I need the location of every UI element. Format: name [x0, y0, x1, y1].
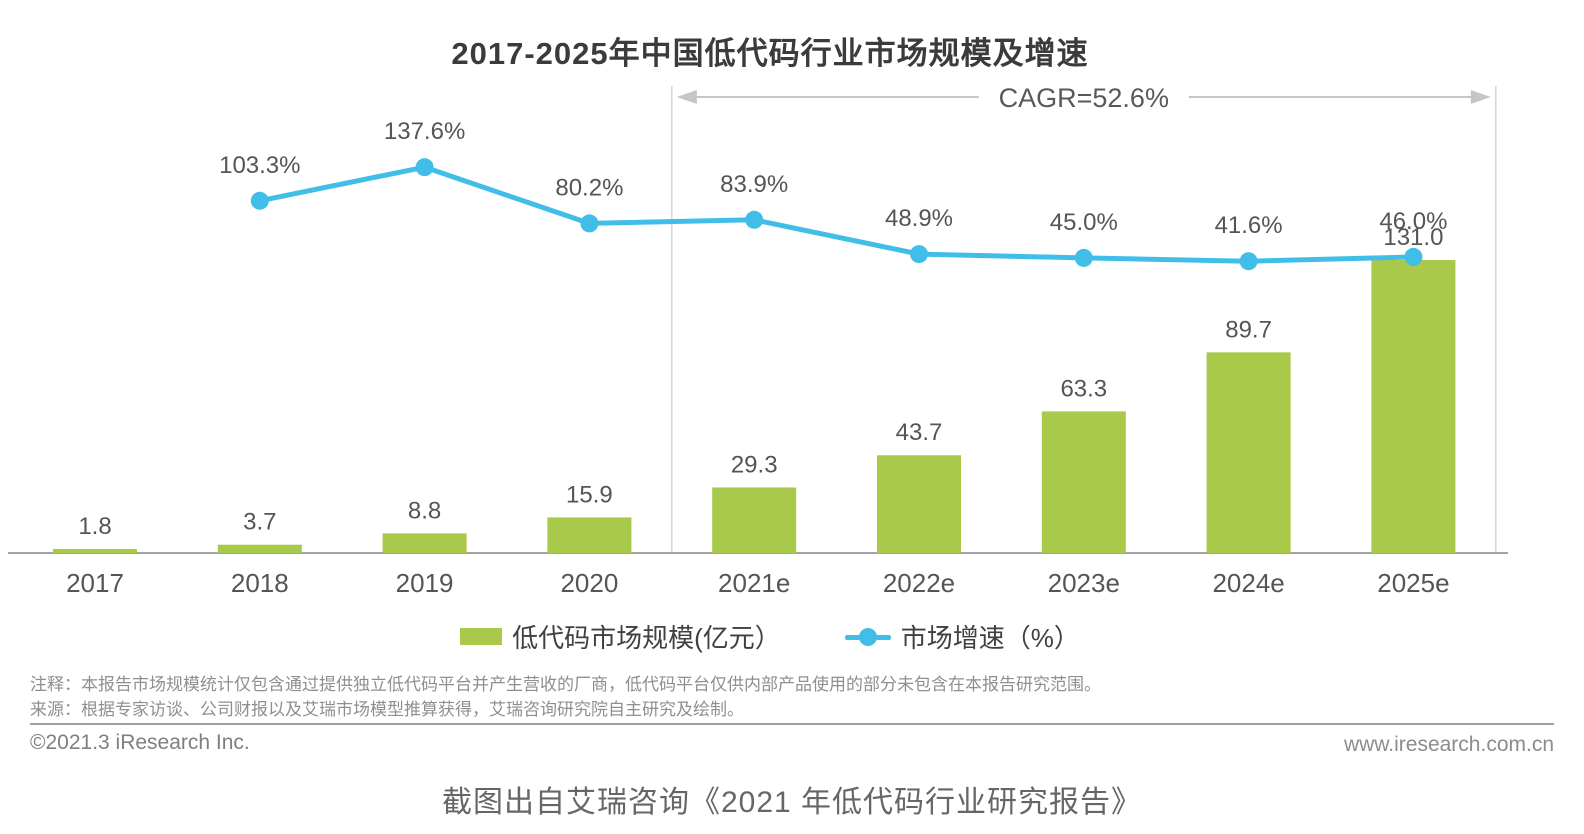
bar-value-label-2024e: 89.7	[1225, 316, 1272, 343]
footer-divider	[30, 723, 1554, 725]
x-axis-label-2022e: 2022e	[883, 568, 955, 598]
chart-title: 2017-2025年中国低代码行业市场规模及增速	[451, 36, 1089, 71]
copyright-text: ©2021.3 iResearch Inc.	[30, 731, 250, 754]
bar-value-label-2022e: 43.7	[896, 419, 943, 446]
x-axis-label-2024e: 2024e	[1212, 568, 1284, 598]
cagr-arrowhead-right-icon	[1470, 90, 1491, 104]
line-point-2024e	[1239, 252, 1258, 271]
bar-2024e	[1206, 352, 1291, 553]
market-size-growth-chart: CAGR=52.6% 1.8 2017 3.7 2018 8.8 2019 15.9 2020 2…	[8, 83, 1508, 598]
bar-2023e	[1041, 411, 1126, 553]
line-value-label-2020: 80.2%	[555, 174, 623, 201]
line-value-label-2024e: 41.6%	[1215, 212, 1283, 239]
x-axis-label-2020: 2020	[560, 568, 618, 598]
legend-item-market-size: 低代码市场规模(亿元）	[460, 618, 781, 655]
cagr-arrowhead-left-icon	[676, 90, 697, 104]
line-point-2023e	[1074, 248, 1093, 267]
bar-value-label-2021e: 29.3	[731, 451, 778, 478]
line-point-2022e	[910, 245, 928, 264]
line-value-label-2018: 103.3%	[219, 152, 300, 179]
bar-2022e	[877, 455, 961, 553]
legend-item-growth-rate: 市场增速（%）	[844, 618, 1080, 655]
line-point-2021e	[745, 210, 764, 229]
bar-value-label-2018: 3.7	[243, 509, 276, 536]
line-series-swatch	[844, 627, 891, 647]
line-value-label-2021e: 83.9%	[720, 171, 788, 198]
x-axis-label-2021e: 2021e	[718, 568, 790, 598]
bar-value-label-2019: 8.8	[408, 497, 441, 524]
line-value-label-2019: 137.6%	[384, 118, 465, 145]
bar-2020	[547, 517, 632, 553]
bar-value-label-2025e: 131.0	[1383, 224, 1443, 251]
footnotes: 注释：本报告市场规模统计仅包含通过提供独立低代码平台并产生营收的厂商，低代码平台…	[30, 672, 1550, 722]
x-axis-label-2017: 2017	[66, 568, 124, 598]
bar-value-label-2023e: 63.3	[1060, 375, 1107, 402]
x-axis-label-2023e: 2023e	[1048, 568, 1120, 598]
legend-label-growth-rate: 市场增速（%）	[900, 623, 1080, 653]
bar-2019	[382, 533, 467, 553]
footnote-definition: 注释：本报告市场规模统计仅包含通过提供独立低代码平台并产生营收的厂商，低代码平台…	[30, 675, 1101, 694]
line-point-2025e	[1404, 247, 1423, 266]
bar-2025e	[1371, 259, 1456, 553]
cagr-label: CAGR=52.6%	[999, 83, 1169, 113]
bar-2017	[53, 548, 137, 553]
bar-series-swatch	[460, 628, 503, 645]
line-point-2018	[250, 191, 269, 210]
line-value-label-2025e: 46.0%	[1379, 208, 1447, 235]
screenshot-source-caption: 截图出自艾瑞咨询《2021 年低代码行业研究报告》	[441, 786, 1143, 819]
chart-legend: 低代码市场规模(亿元） 市场增速（%）	[0, 618, 1540, 655]
x-axis-label-2025e: 2025e	[1377, 568, 1449, 598]
growth-rate-line	[257, 164, 1416, 264]
line-value-label-2022e: 48.9%	[885, 205, 953, 232]
x-axis-label-2019: 2019	[396, 568, 454, 598]
legend-label-market-size: 低代码市场规模(亿元）	[512, 623, 781, 653]
bar-value-label-2017: 1.8	[78, 513, 111, 540]
bar-value-label-2020: 15.9	[566, 481, 613, 508]
line-swatch-dot	[858, 627, 877, 646]
line-point-2019	[415, 158, 434, 177]
footnote-source: 来源：根据专家访谈、公司财报以及艾瑞市场模型推算获得，艾瑞咨询研究院自主研究及绘…	[30, 700, 744, 719]
bar-2021e	[712, 487, 797, 553]
x-axis-label-2018: 2018	[231, 568, 289, 598]
bar-2018	[217, 544, 302, 553]
line-point-2020	[580, 214, 599, 233]
website-url: www.iresearch.com.cn	[1343, 733, 1554, 756]
line-value-label-2023e: 45.0%	[1050, 209, 1118, 236]
